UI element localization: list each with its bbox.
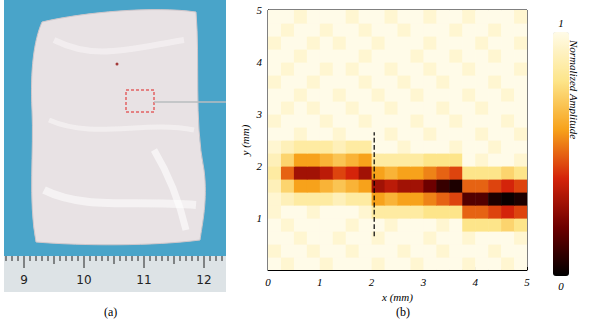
svg-text:1: 1: [317, 276, 323, 288]
svg-text:9: 9: [20, 273, 28, 287]
svg-text:11: 11: [136, 273, 151, 287]
svg-text:12: 12: [196, 273, 211, 287]
svg-text:(b): (b): [396, 305, 410, 319]
svg-text:(a): (a): [104, 305, 117, 319]
svg-text:3: 3: [420, 276, 427, 288]
svg-text:2: 2: [369, 276, 375, 288]
svg-text:x (mm): x (mm): [381, 291, 413, 304]
svg-text:2: 2: [257, 160, 263, 172]
svg-text:4: 4: [472, 276, 478, 288]
svg-text:1: 1: [558, 17, 564, 29]
svg-text:10: 10: [76, 273, 91, 287]
svg-text:1: 1: [257, 212, 263, 224]
svg-text:Normalized Amplitude: Normalized Amplitude: [568, 39, 580, 139]
svg-text:y (mm): y (mm): [239, 124, 252, 156]
svg-text:5: 5: [257, 4, 263, 16]
svg-text:0: 0: [558, 280, 564, 292]
svg-text:5: 5: [524, 276, 530, 288]
svg-text:4: 4: [257, 56, 263, 68]
svg-text:3: 3: [256, 108, 263, 120]
svg-text:0: 0: [265, 276, 271, 288]
